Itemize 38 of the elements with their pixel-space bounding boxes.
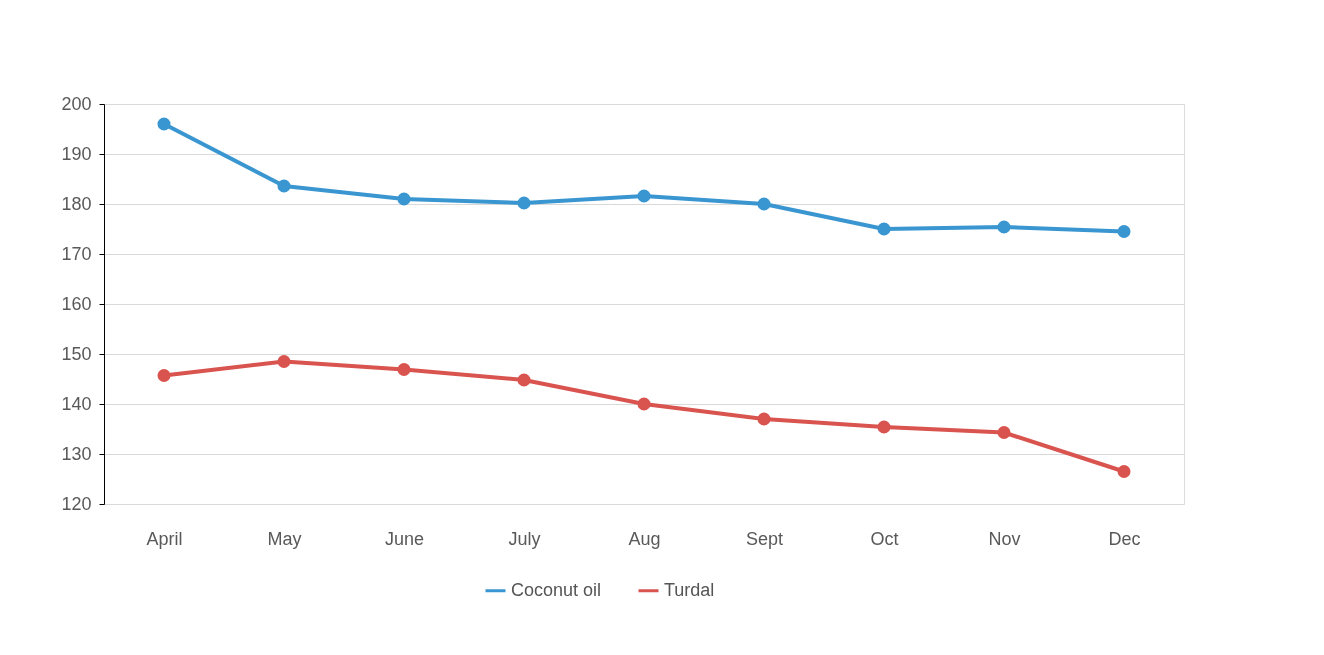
point (397, 192, 411, 206)
point (757, 412, 771, 426)
point (157, 368, 171, 383)
point (277, 179, 291, 193)
x-tick-label: April (146, 528, 183, 549)
x-tick-label: July (508, 528, 541, 549)
point (637, 397, 651, 411)
point (517, 196, 531, 210)
x-tick-label: June (384, 528, 425, 549)
legend-label: Coconut oil (511, 579, 602, 600)
y-tick-label: 130 (61, 443, 92, 464)
point (397, 362, 411, 377)
point (997, 425, 1011, 440)
y-tick-label: 140 (61, 393, 92, 414)
y-tick-label: 160 (61, 293, 92, 314)
x-tick-label: Nov (988, 528, 1021, 549)
point (1117, 464, 1131, 479)
x-tick-label: Aug (628, 528, 661, 549)
x-tick-label: Sept (745, 528, 784, 549)
point (1117, 224, 1131, 239)
x-tick-label: Oct (870, 528, 899, 549)
y-tick-label: 180 (61, 193, 92, 214)
y-tick-label: 170 (61, 243, 92, 264)
y-tick-label: 120 (61, 493, 92, 514)
x-tick-label: May (267, 528, 302, 549)
point (757, 197, 771, 211)
point (517, 373, 531, 387)
point (157, 117, 171, 131)
point (877, 222, 891, 236)
legend-label: Turdal (664, 579, 715, 600)
point (997, 220, 1011, 234)
y-tick-label: 190 (61, 143, 92, 164)
y-tick-label: 150 (61, 343, 92, 364)
point (877, 420, 891, 434)
point (277, 354, 291, 369)
x-tick-label: Dec (1108, 528, 1141, 549)
point (637, 189, 651, 203)
y-tick-label: 200 (61, 93, 92, 114)
